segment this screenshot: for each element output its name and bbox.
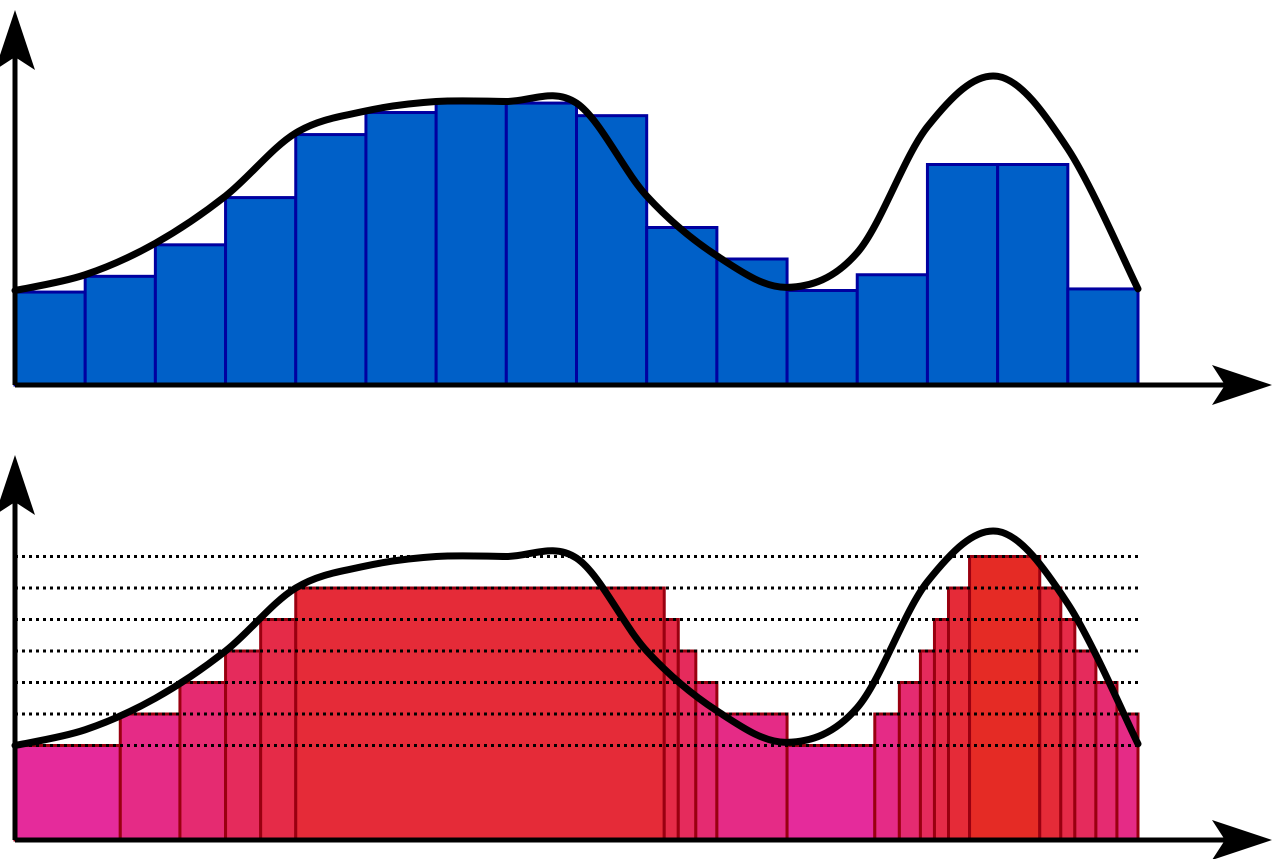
bar-8	[504, 101, 578, 387]
bar-12	[785, 289, 859, 387]
bar-14	[925, 163, 1000, 387]
bar-10	[645, 226, 719, 387]
y-axis-arrow-icon	[0, 455, 35, 515]
bar-20	[1073, 649, 1098, 842]
bar-7	[662, 618, 680, 842]
y-axis-arrow-icon	[0, 10, 35, 70]
bar-17	[968, 555, 1042, 842]
bar-3	[153, 243, 228, 387]
bar-13	[897, 681, 922, 842]
chart-bottom	[0, 455, 1272, 859]
bar-1	[13, 744, 122, 842]
chart-top	[0, 10, 1272, 405]
bar-2	[83, 274, 157, 387]
bar-3	[178, 681, 228, 842]
x-axis-arrow-icon	[1212, 365, 1272, 405]
bar-7	[434, 101, 508, 387]
bar-4	[224, 196, 298, 387]
bar-2	[118, 712, 182, 842]
bar-19	[1059, 618, 1077, 842]
bar-9	[575, 114, 649, 387]
bar-6	[364, 111, 438, 387]
bar-13	[855, 273, 929, 387]
bar-21	[1094, 681, 1119, 842]
bar-5	[294, 133, 368, 387]
density-curve	[11, 527, 1142, 749]
bar-16	[1066, 287, 1140, 387]
bar-12	[873, 712, 901, 842]
bar-5	[259, 618, 298, 842]
bar-18	[1038, 586, 1063, 842]
bar-1	[13, 290, 87, 387]
bar-16	[946, 586, 972, 842]
bar-11	[785, 744, 877, 842]
density-curve	[11, 72, 1142, 294]
x-axis-arrow-icon	[1212, 820, 1272, 859]
bar-15	[996, 163, 1070, 387]
bar-15	[932, 618, 951, 842]
